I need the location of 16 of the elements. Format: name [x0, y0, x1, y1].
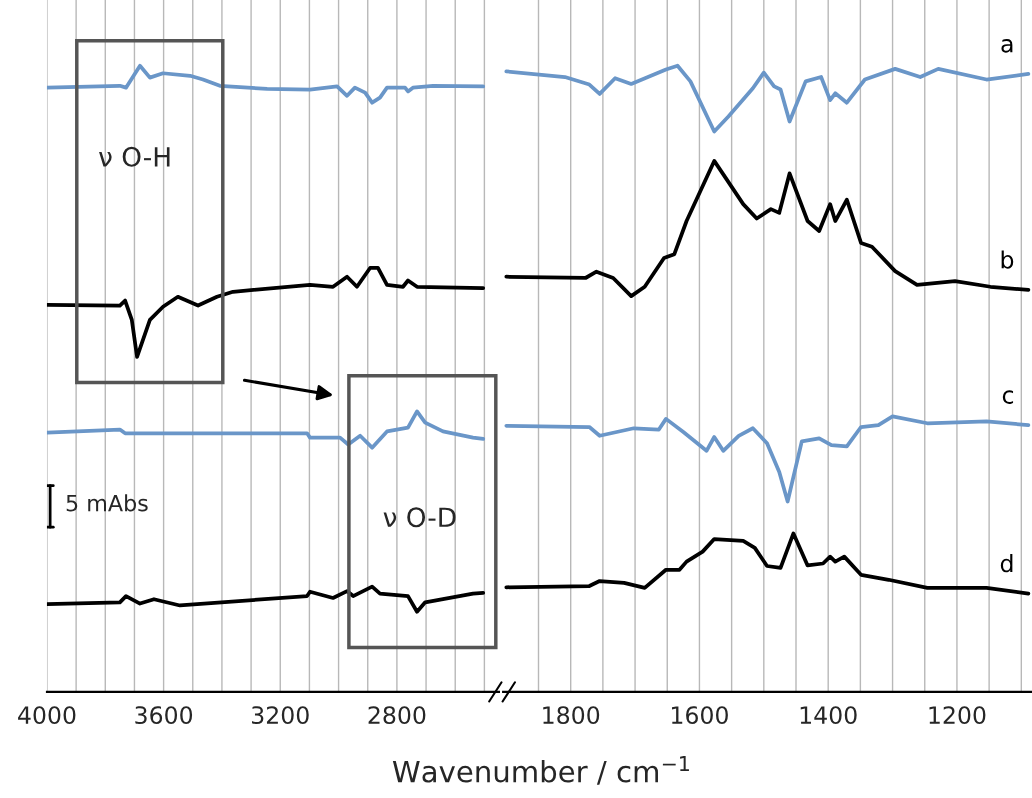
series-label: b	[1001, 250, 1014, 269]
series-label: d	[1000, 554, 1013, 573]
series-label: c	[1002, 390, 1014, 404]
x-tick-label: 1600	[671, 706, 728, 725]
x-tick-label: 3600	[135, 706, 193, 725]
x-tick-label: 2800	[368, 706, 426, 725]
annotation: ν O-D	[383, 507, 456, 528]
x-axis-title: Wavenumber / cm$^{−1}$	[392, 756, 689, 785]
x-tick-label: 1200	[929, 706, 986, 725]
x-tick-label: 3200	[252, 706, 309, 725]
annotation: ν O-H	[99, 146, 170, 167]
x-tick-label: 1400	[800, 706, 857, 725]
annotation: 5 mAbs	[66, 494, 148, 512]
series-label: a	[1001, 39, 1013, 53]
x-tick-label: 4000	[18, 706, 76, 725]
x-tick-label: 1800	[543, 706, 600, 725]
